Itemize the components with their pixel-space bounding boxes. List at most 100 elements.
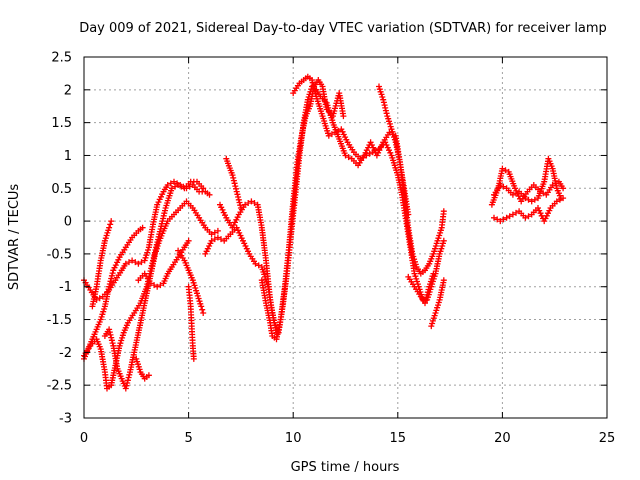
data-point (560, 195, 567, 202)
data-trail (366, 150, 373, 157)
data-series (217, 83, 447, 336)
data-trail (247, 253, 257, 265)
data-series (185, 283, 197, 362)
data-trail (106, 270, 116, 287)
data-trail (292, 155, 303, 196)
data-point (549, 182, 556, 188)
data-point (522, 195, 529, 202)
data-trail (535, 181, 547, 199)
data-trail (429, 312, 438, 327)
data-trail (251, 200, 258, 206)
data-trail (500, 183, 507, 190)
data-point (108, 218, 115, 225)
data-trail (170, 256, 180, 268)
data-trail (314, 89, 322, 98)
y-tick-label: 2.5 (51, 51, 72, 66)
data-trail (241, 240, 251, 255)
data-point (129, 257, 136, 264)
data-point (309, 77, 315, 83)
data-trail (380, 99, 390, 117)
data-trail (314, 95, 325, 117)
data-point (122, 385, 129, 392)
data-point (440, 237, 447, 244)
data-point (147, 280, 154, 287)
data-point (200, 310, 207, 316)
data-trail (437, 240, 446, 255)
y-tick-label: -0.5 (47, 247, 72, 262)
data-trail (107, 279, 117, 291)
data-trail (376, 86, 386, 100)
data-trail (557, 180, 565, 190)
data-point (342, 152, 349, 159)
data-trail (518, 210, 527, 219)
y-tick-label: 1 (64, 149, 72, 164)
data-trail (433, 299, 442, 314)
data-trail (98, 306, 108, 320)
data-trail (138, 371, 147, 380)
data-trail (211, 236, 218, 243)
data-trail (113, 269, 124, 281)
data-series (405, 270, 437, 307)
data-trail (505, 187, 514, 196)
data-trail (337, 138, 348, 157)
data-point (440, 277, 447, 284)
data-point (340, 113, 347, 120)
data-trail (530, 207, 539, 216)
plot-frame (83, 56, 608, 419)
data-series (89, 218, 115, 310)
data-trail (259, 227, 269, 261)
data-trail (406, 276, 416, 288)
data-point (133, 355, 140, 362)
data-trail (151, 282, 158, 289)
data-trail (413, 286, 423, 298)
data-trail (111, 256, 122, 271)
data-trail (389, 154, 400, 176)
data-point (332, 129, 338, 136)
data-point (248, 198, 255, 205)
data-trail (182, 259, 191, 271)
data-trail (106, 329, 116, 347)
data-point (229, 224, 236, 231)
data-trail (290, 161, 301, 202)
data-point (237, 205, 244, 211)
data-point (208, 237, 215, 244)
data-trail (137, 272, 146, 281)
data-trail (526, 184, 535, 193)
data-trail (134, 358, 143, 373)
data-trail (531, 196, 538, 203)
data-trail (356, 154, 366, 166)
data-trail (197, 217, 207, 229)
data-trail (179, 200, 188, 209)
data-trail (513, 190, 519, 197)
data-point (363, 152, 370, 159)
x-tick-label: 20 (494, 431, 511, 446)
data-trail (263, 260, 273, 301)
data-trail (278, 286, 288, 320)
data-series (133, 355, 152, 382)
data-trail (90, 328, 99, 340)
data-trail (88, 289, 98, 301)
data-trail (255, 262, 262, 269)
data-point (171, 178, 177, 185)
data-trail (102, 227, 112, 242)
data-trail (218, 236, 224, 243)
data-point (185, 237, 192, 244)
data-trail (492, 184, 502, 196)
data-trail (190, 279, 200, 294)
data-point (376, 83, 382, 90)
data-trail (282, 247, 292, 288)
data-trail (167, 180, 174, 187)
data-trail (237, 204, 247, 216)
y-tick-label: -1.5 (47, 313, 72, 328)
data-trail (419, 295, 427, 304)
data-point (325, 132, 332, 139)
data-trail (230, 214, 241, 228)
data-trail (126, 312, 136, 324)
data-point (382, 139, 389, 146)
data-point (304, 96, 311, 103)
data-trail (161, 273, 170, 284)
data-trail (542, 207, 553, 222)
data-point (491, 214, 497, 221)
data-trail (204, 226, 213, 235)
